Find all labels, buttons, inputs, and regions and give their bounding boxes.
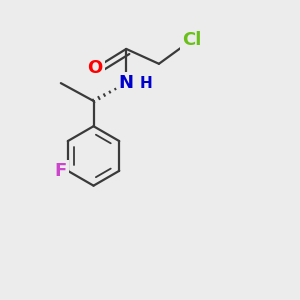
Text: Cl: Cl <box>182 31 201 49</box>
Text: O: O <box>87 59 103 77</box>
Text: F: F <box>54 162 67 180</box>
Text: H: H <box>140 76 153 91</box>
Text: N: N <box>119 74 134 92</box>
